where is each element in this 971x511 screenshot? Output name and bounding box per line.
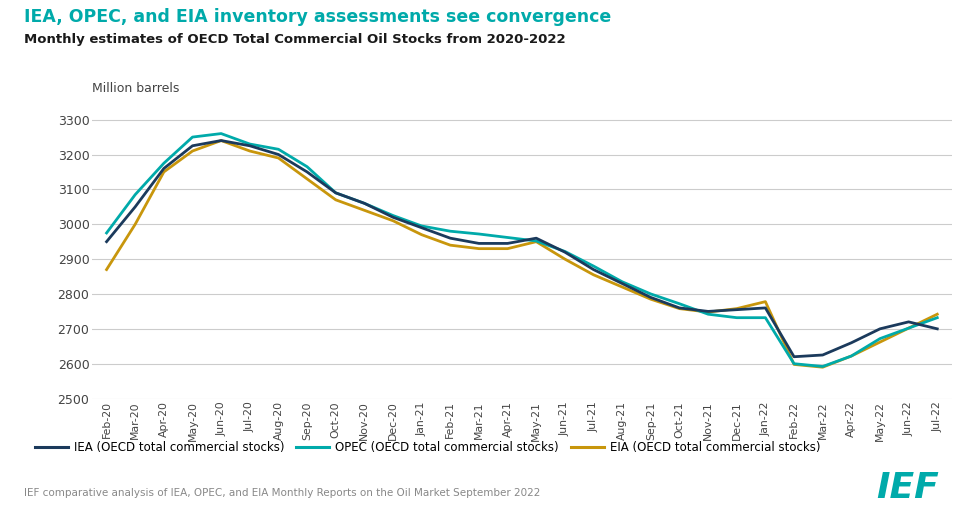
EIA (OECD total commercial stocks): [101, 267, 113, 273]
IEA (OECD total commercial stocks): [559, 249, 571, 255]
OPEC (OECD total commercial stocks): [358, 200, 370, 206]
OPEC (OECD total commercial stocks): [244, 141, 255, 147]
EIA (OECD total commercial stocks): [445, 242, 456, 248]
OPEC (OECD total commercial stocks): [473, 231, 485, 237]
EIA (OECD total commercial stocks): [387, 218, 399, 224]
OPEC (OECD total commercial stocks): [817, 363, 828, 369]
OPEC (OECD total commercial stocks): [301, 164, 313, 170]
OPEC (OECD total commercial stocks): [702, 311, 714, 317]
IEA (OECD total commercial stocks): [358, 200, 370, 206]
EIA (OECD total commercial stocks): [817, 364, 828, 370]
IEA (OECD total commercial stocks): [387, 214, 399, 220]
IEA (OECD total commercial stocks): [759, 305, 771, 311]
OPEC (OECD total commercial stocks): [731, 315, 743, 321]
OPEC (OECD total commercial stocks): [216, 130, 227, 136]
IEA (OECD total commercial stocks): [445, 235, 456, 241]
OPEC (OECD total commercial stocks): [158, 160, 170, 166]
EIA (OECD total commercial stocks): [645, 296, 656, 303]
Text: IEA, OPEC, and EIA inventory assessments see convergence: IEA, OPEC, and EIA inventory assessments…: [24, 8, 612, 26]
EIA (OECD total commercial stocks): [903, 325, 915, 331]
OPEC (OECD total commercial stocks): [559, 248, 571, 254]
IEA (OECD total commercial stocks): [674, 305, 686, 311]
Line: OPEC (OECD total commercial stocks): OPEC (OECD total commercial stocks): [107, 133, 937, 366]
IEA (OECD total commercial stocks): [874, 326, 886, 332]
IEA (OECD total commercial stocks): [617, 281, 628, 287]
IEA (OECD total commercial stocks): [129, 204, 141, 210]
OPEC (OECD total commercial stocks): [416, 223, 427, 229]
Line: IEA (OECD total commercial stocks): IEA (OECD total commercial stocks): [107, 141, 937, 357]
EIA (OECD total commercial stocks): [931, 311, 943, 317]
IEA (OECD total commercial stocks): [731, 307, 743, 313]
Text: IEF: IEF: [877, 471, 939, 505]
OPEC (OECD total commercial stocks): [129, 192, 141, 198]
EIA (OECD total commercial stocks): [330, 197, 342, 203]
OPEC (OECD total commercial stocks): [530, 238, 542, 244]
IEA (OECD total commercial stocks): [530, 235, 542, 241]
EIA (OECD total commercial stocks): [530, 239, 542, 245]
EIA (OECD total commercial stocks): [846, 353, 857, 359]
EIA (OECD total commercial stocks): [674, 306, 686, 312]
OPEC (OECD total commercial stocks): [387, 213, 399, 219]
IEA (OECD total commercial stocks): [502, 240, 514, 246]
IEA (OECD total commercial stocks): [216, 137, 227, 144]
IEA (OECD total commercial stocks): [301, 169, 313, 175]
EIA (OECD total commercial stocks): [702, 309, 714, 315]
OPEC (OECD total commercial stocks): [759, 315, 771, 321]
OPEC (OECD total commercial stocks): [931, 315, 943, 321]
Legend: IEA (OECD total commercial stocks), OPEC (OECD total commercial stocks), EIA (OE: IEA (OECD total commercial stocks), OPEC…: [30, 437, 824, 459]
EIA (OECD total commercial stocks): [788, 361, 800, 367]
EIA (OECD total commercial stocks): [731, 306, 743, 312]
EIA (OECD total commercial stocks): [158, 169, 170, 175]
EIA (OECD total commercial stocks): [587, 272, 599, 278]
EIA (OECD total commercial stocks): [301, 176, 313, 182]
OPEC (OECD total commercial stocks): [645, 291, 656, 297]
OPEC (OECD total commercial stocks): [330, 190, 342, 196]
OPEC (OECD total commercial stocks): [186, 134, 198, 140]
IEA (OECD total commercial stocks): [931, 326, 943, 332]
IEA (OECD total commercial stocks): [244, 143, 255, 149]
IEA (OECD total commercial stocks): [702, 308, 714, 314]
EIA (OECD total commercial stocks): [617, 284, 628, 290]
EIA (OECD total commercial stocks): [244, 148, 255, 154]
Text: Monthly estimates of OECD Total Commercial Oil Stocks from 2020-2022: Monthly estimates of OECD Total Commerci…: [24, 33, 566, 46]
EIA (OECD total commercial stocks): [473, 246, 485, 252]
OPEC (OECD total commercial stocks): [445, 228, 456, 234]
EIA (OECD total commercial stocks): [129, 221, 141, 227]
OPEC (OECD total commercial stocks): [903, 325, 915, 331]
OPEC (OECD total commercial stocks): [674, 300, 686, 307]
IEA (OECD total commercial stocks): [330, 190, 342, 196]
IEA (OECD total commercial stocks): [903, 319, 915, 325]
Text: Million barrels: Million barrels: [92, 82, 180, 95]
OPEC (OECD total commercial stocks): [874, 336, 886, 342]
EIA (OECD total commercial stocks): [358, 207, 370, 214]
Text: IEF comparative analysis of IEA, OPEC, and EIA Monthly Reports on the Oil Market: IEF comparative analysis of IEA, OPEC, a…: [24, 488, 541, 498]
OPEC (OECD total commercial stocks): [788, 361, 800, 367]
IEA (OECD total commercial stocks): [645, 294, 656, 300]
OPEC (OECD total commercial stocks): [587, 263, 599, 269]
IEA (OECD total commercial stocks): [186, 143, 198, 149]
IEA (OECD total commercial stocks): [416, 225, 427, 231]
EIA (OECD total commercial stocks): [216, 137, 227, 144]
OPEC (OECD total commercial stocks): [617, 278, 628, 285]
EIA (OECD total commercial stocks): [273, 155, 285, 161]
OPEC (OECD total commercial stocks): [846, 353, 857, 359]
IEA (OECD total commercial stocks): [273, 151, 285, 157]
IEA (OECD total commercial stocks): [846, 340, 857, 346]
EIA (OECD total commercial stocks): [502, 246, 514, 252]
EIA (OECD total commercial stocks): [186, 148, 198, 154]
EIA (OECD total commercial stocks): [874, 339, 886, 345]
IEA (OECD total commercial stocks): [473, 240, 485, 246]
IEA (OECD total commercial stocks): [817, 352, 828, 358]
OPEC (OECD total commercial stocks): [502, 235, 514, 241]
Line: EIA (OECD total commercial stocks): EIA (OECD total commercial stocks): [107, 141, 937, 367]
OPEC (OECD total commercial stocks): [273, 146, 285, 152]
OPEC (OECD total commercial stocks): [101, 230, 113, 236]
IEA (OECD total commercial stocks): [587, 267, 599, 273]
IEA (OECD total commercial stocks): [101, 239, 113, 245]
EIA (OECD total commercial stocks): [559, 256, 571, 262]
IEA (OECD total commercial stocks): [788, 354, 800, 360]
EIA (OECD total commercial stocks): [416, 231, 427, 238]
EIA (OECD total commercial stocks): [759, 298, 771, 305]
IEA (OECD total commercial stocks): [158, 166, 170, 172]
